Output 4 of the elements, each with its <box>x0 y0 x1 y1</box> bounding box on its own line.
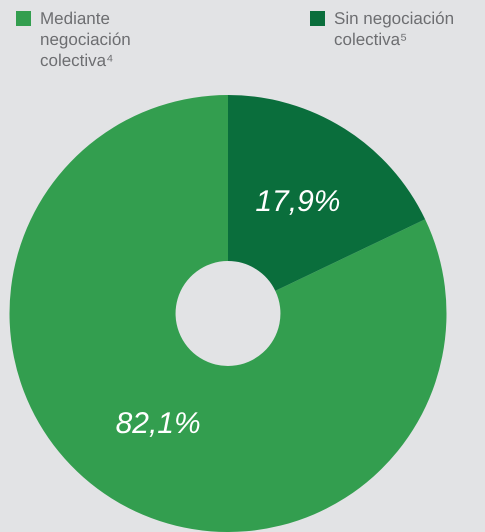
data-label: 82,1% <box>116 406 201 440</box>
legend-label: Sin negociación colectiva⁵ <box>334 8 456 50</box>
data-label: 17,9% <box>255 184 340 218</box>
legend-label: Mediante negociación colectiva⁴ <box>40 8 132 71</box>
